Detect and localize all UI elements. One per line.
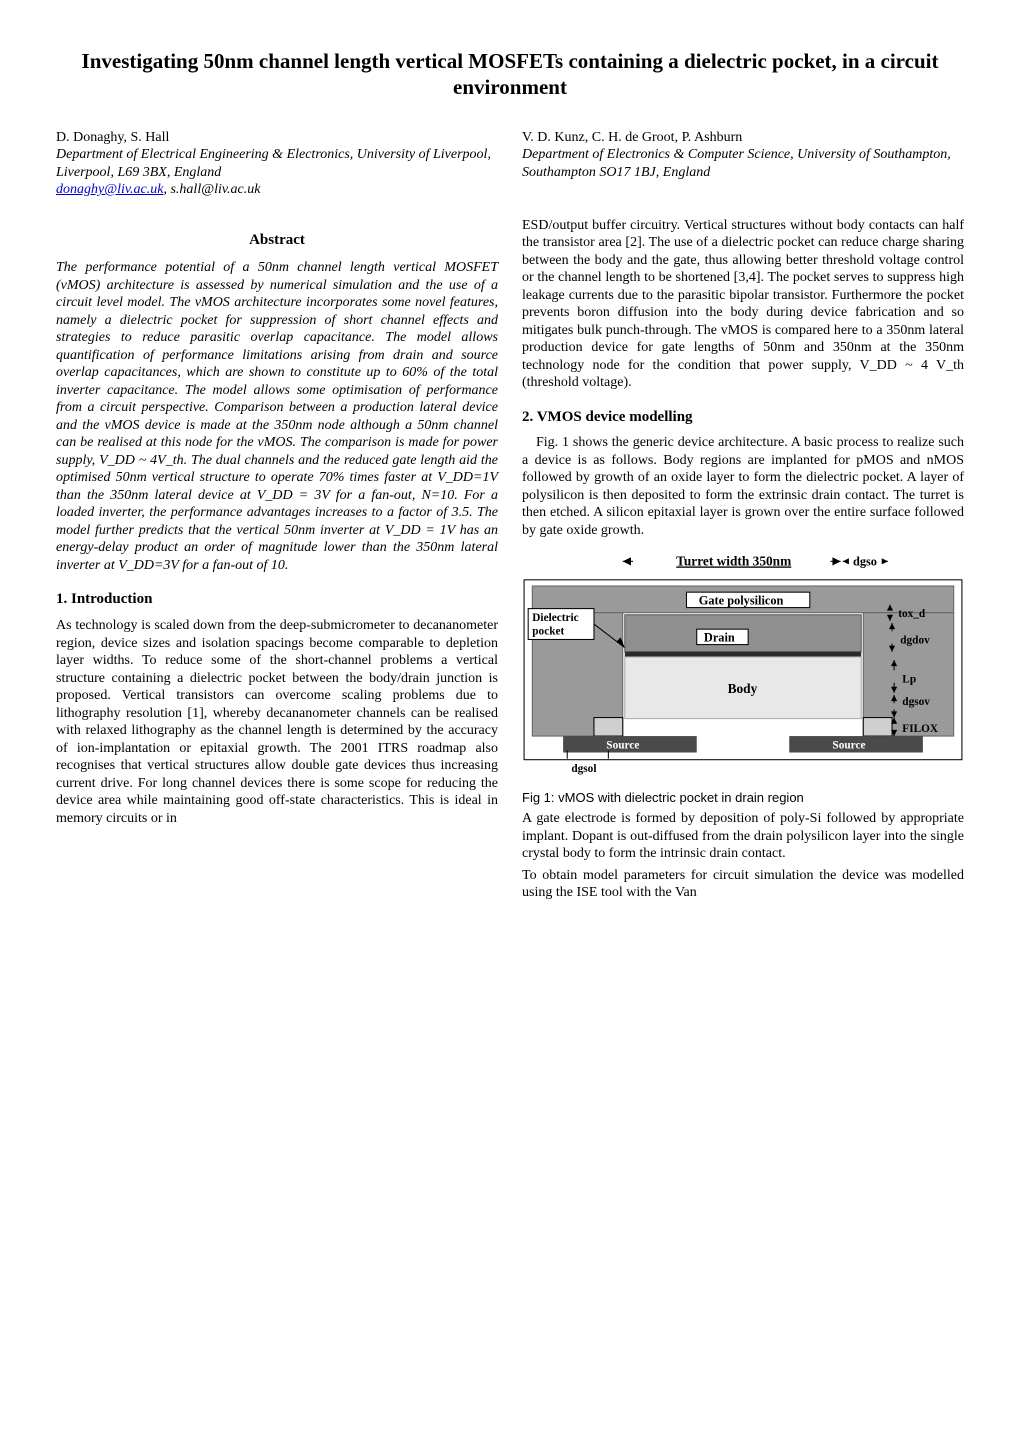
email-rest-left: , s.hall@liv.ac.uk xyxy=(163,182,260,197)
figure-1-svg: Turret width 350nm dgso Gate polysilicon… xyxy=(522,549,964,780)
fig1-dielectric-label: Dielectric xyxy=(532,612,578,624)
affil-left: Department of Electrical Engineering & E… xyxy=(56,146,498,181)
fig1-turret-label: Turret width 350nm xyxy=(676,554,791,569)
authors-right: V. D. Kunz, C. H. de Groot, P. Ashburn D… xyxy=(522,129,964,199)
paper-title: Investigating 50nm channel length vertic… xyxy=(70,48,950,101)
fig1-body-label: Body xyxy=(728,681,758,696)
abstract-text: The performance potential of a 50nm chan… xyxy=(56,259,498,574)
rightcol-top-para: ESD/output buffer circuitry. Vertical st… xyxy=(522,217,964,392)
author-names-left: D. Donaghy, S. Hall xyxy=(56,129,498,147)
authors-left: D. Donaghy, S. Hall Department of Electr… xyxy=(56,129,498,199)
section2-p2: A gate electrode is formed by deposition… xyxy=(522,810,964,863)
section2-p3: To obtain model parameters for circuit s… xyxy=(522,867,964,902)
figure-1-caption: Fig 1: vMOS with dielectric pocket in dr… xyxy=(522,790,964,806)
fig1-drain-label: Drain xyxy=(704,631,735,645)
section2-heading: 2. VMOS device modelling xyxy=(522,408,964,427)
fig1-dgso-label: dgso xyxy=(853,555,877,569)
authors-row: D. Donaghy, S. Hall Department of Electr… xyxy=(56,129,964,199)
author-names-right: V. D. Kunz, C. H. de Groot, P. Ashburn xyxy=(522,129,964,147)
section2-p1: Fig. 1 shows the generic device architec… xyxy=(522,434,964,539)
figure-1: Turret width 350nm dgso Gate polysilicon… xyxy=(522,549,964,806)
fig1-filox-label: FILOX xyxy=(902,723,939,735)
email-link-left[interactable]: donaghy@liv.ac.uk xyxy=(56,182,163,197)
affil-right: Department of Electronics & Computer Sci… xyxy=(522,146,964,181)
fig1-lp-label: Lp xyxy=(902,674,916,686)
two-column-body: Abstract The performance potential of a … xyxy=(56,217,964,906)
fig1-source-left-label: Source xyxy=(606,740,639,752)
fig1-toxd-label: tox_d xyxy=(898,608,926,620)
fig1-dgdov-label: dgdov xyxy=(900,635,930,647)
section1-body: As technology is scaled down from the de… xyxy=(56,617,498,827)
fig1-gate-label: Gate polysilicon xyxy=(699,594,784,608)
section1-heading: 1. Introduction xyxy=(56,590,498,609)
fig1-dgsol-label: dgsol xyxy=(571,763,596,775)
left-column: Abstract The performance potential of a … xyxy=(56,217,498,906)
fig1-source-right-label: Source xyxy=(832,740,865,752)
fig1-pocket-label: pocket xyxy=(532,626,564,638)
abstract-heading: Abstract xyxy=(56,231,498,250)
right-column: ESD/output buffer circuitry. Vertical st… xyxy=(522,217,964,906)
fig1-dgsov-label: dgsov xyxy=(902,696,930,708)
